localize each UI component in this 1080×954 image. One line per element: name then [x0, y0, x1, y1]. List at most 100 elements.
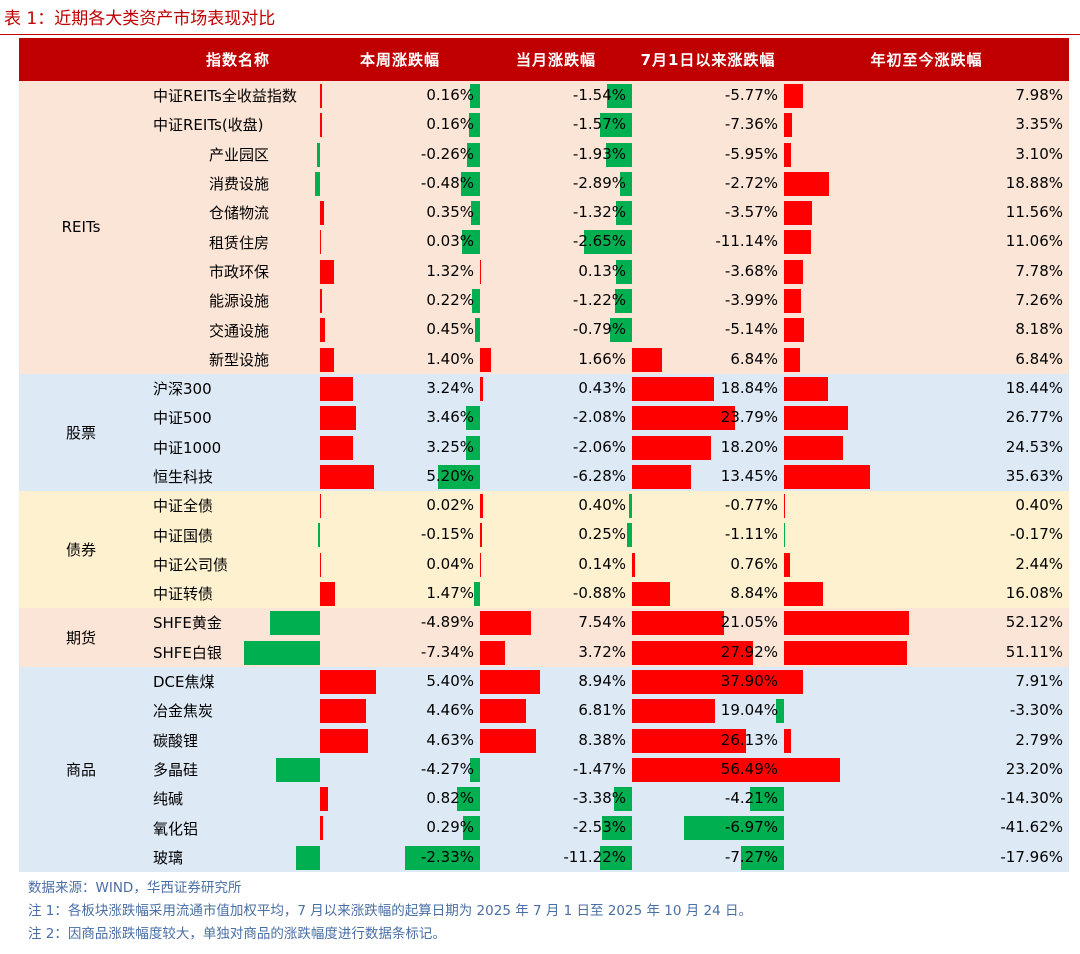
- header-month: 当月涨跌幅: [480, 38, 632, 81]
- positive-data-bar: [784, 728, 791, 753]
- positive-data-bar: [480, 640, 505, 665]
- positive-data-bar: [480, 523, 482, 548]
- ytd-value: 7.98%: [1015, 86, 1063, 104]
- jul-value: -3.68%: [724, 261, 778, 280]
- week-change-cell: 0.03%: [320, 227, 480, 256]
- positive-data-bar: [632, 728, 746, 753]
- month-value: -2.89%: [572, 173, 626, 192]
- asset-performance-table: 指数名称 本周涨跌幅 当月涨跌幅 7月1日以来涨跌幅 年初至今涨跌幅 REITs…: [19, 38, 1069, 873]
- jul-change-cell: 18.84%: [632, 374, 784, 403]
- jul-value: 37.90%: [720, 671, 778, 690]
- index-name: DCE焦煤: [153, 673, 215, 692]
- ytd-value: 18.88%: [1005, 173, 1063, 192]
- index-name: 中证转债: [153, 585, 214, 604]
- table-row: 中证1000 3.25% -2.06% 18.20% 24.53%: [19, 432, 1069, 462]
- jul-change-cell: 26.13%: [632, 726, 784, 755]
- positive-data-bar: [320, 289, 323, 314]
- week-change-cell: 0.22%: [320, 286, 480, 315]
- positive-data-bar: [480, 376, 483, 401]
- week-change-cell: 0.16%: [320, 81, 480, 110]
- month-change-cell: -2.53%: [463, 813, 632, 842]
- negative-data-bar: [471, 289, 480, 314]
- ytd-value: 7.91%: [1015, 671, 1063, 690]
- month-value: 0.13%: [578, 261, 626, 280]
- positive-data-bar: [632, 757, 784, 782]
- positive-data-bar: [632, 699, 715, 724]
- ytd-value: 18.44%: [1005, 378, 1063, 397]
- table-row: SHFE白银 -7.34% 3.72% 27.92% 51.11%: [19, 637, 1069, 667]
- negative-data-bar: [628, 494, 632, 519]
- table-caption: 表 1：近期各大类资产市场表现对比: [0, 4, 1080, 35]
- table-row: 氧化铝 0.29% -2.53% -6.97% -41.62%: [19, 813, 1069, 843]
- positive-data-bar: [784, 464, 870, 489]
- month-change-cell: 3.72%: [480, 638, 632, 667]
- week-change-cell: 3.46%: [320, 403, 480, 432]
- index-name: 租赁住房: [209, 233, 270, 252]
- jul-change-cell: -6.97%: [601, 813, 784, 842]
- positive-data-bar: [480, 552, 481, 577]
- week-change-cell: 0.16%: [320, 110, 480, 139]
- week-change-cell: 0.02%: [320, 491, 480, 520]
- jul-change-cell: -4.21%: [613, 784, 784, 813]
- ytd-value: 16.08%: [1005, 584, 1063, 603]
- month-change-cell: -1.57%: [469, 110, 632, 139]
- ytd-value: 2.44%: [1015, 554, 1063, 573]
- negative-data-bar: [749, 787, 784, 812]
- positive-data-bar: [480, 728, 537, 753]
- ytd-value: 3.35%: [1015, 115, 1063, 134]
- negative-data-bar: [296, 845, 320, 870]
- negative-data-bar: [474, 318, 480, 343]
- negative-data-bar: [474, 582, 480, 607]
- month-change-cell: -3.38%: [457, 784, 632, 813]
- ytd-change-cell: 8.18%: [784, 315, 1069, 344]
- jul-change-cell: 21.05%: [632, 608, 784, 637]
- negative-data-bar: [469, 84, 480, 108]
- negative-data-bar: [740, 845, 784, 870]
- ytd-value: 24.53%: [1005, 437, 1063, 456]
- week-change-cell: -4.27%: [276, 755, 480, 784]
- week-value: 0.29%: [426, 818, 474, 837]
- header-ytd: 年初至今涨跌幅: [784, 38, 1069, 81]
- jul-value: 23.79%: [720, 408, 778, 427]
- month-change-cell: 7.54%: [480, 608, 632, 637]
- jul-value: -2.72%: [724, 173, 778, 192]
- jul-change-cell: -3.57%: [616, 198, 784, 227]
- index-name: 中证REITs全收益指数: [153, 87, 297, 106]
- month-change-cell: 0.14%: [480, 550, 632, 579]
- week-value: 5.20%: [426, 466, 474, 485]
- negative-data-bar: [244, 640, 320, 665]
- month-value: -1.32%: [572, 203, 626, 222]
- month-change-cell: 6.81%: [480, 696, 632, 725]
- ytd-change-cell: 16.08%: [784, 579, 1069, 608]
- negative-data-bar: [460, 171, 480, 196]
- jul-value: -3.57%: [724, 203, 778, 222]
- positive-data-bar: [480, 494, 483, 519]
- jul-value: 6.84%: [730, 349, 778, 368]
- month-change-cell: 0.40%: [480, 491, 632, 520]
- month-change-cell: -1.93%: [467, 140, 632, 169]
- positive-data-bar: [320, 376, 354, 401]
- month-change-cell: -2.65%: [462, 227, 632, 256]
- jul-value: 0.76%: [730, 554, 778, 573]
- jul-value: -4.21%: [724, 789, 778, 808]
- jul-value: -7.36%: [724, 115, 778, 134]
- table-row: 冶金焦炭 4.46% 6.81% 19.04% -3.30%: [19, 696, 1069, 726]
- negative-data-bar: [609, 318, 632, 343]
- ytd-value: 7.78%: [1015, 261, 1063, 280]
- ytd-value: 8.18%: [1015, 320, 1063, 339]
- ytd-change-cell: 11.56%: [784, 198, 1069, 227]
- month-change-cell: -1.22%: [471, 286, 632, 315]
- positive-data-bar: [784, 113, 793, 138]
- ytd-value: -3.30%: [1009, 701, 1063, 720]
- month-value: 6.81%: [578, 701, 626, 720]
- week-value: 0.02%: [426, 496, 474, 515]
- ytd-value: 52.12%: [1005, 613, 1063, 632]
- header-row: 指数名称 本周涨跌幅 当月涨跌幅 7月1日以来涨跌幅 年初至今涨跌幅: [19, 38, 1069, 81]
- week-value: -2.33%: [420, 847, 474, 866]
- table-row: 能源设施 0.22% -1.22% -3.99% 7.26%: [19, 286, 1069, 316]
- positive-data-bar: [784, 347, 801, 372]
- month-value: -6.28%: [572, 466, 626, 485]
- jul-change-cell: -3.68%: [616, 257, 784, 286]
- month-value: 1.66%: [578, 349, 626, 368]
- month-change-cell: -1.47%: [470, 755, 632, 784]
